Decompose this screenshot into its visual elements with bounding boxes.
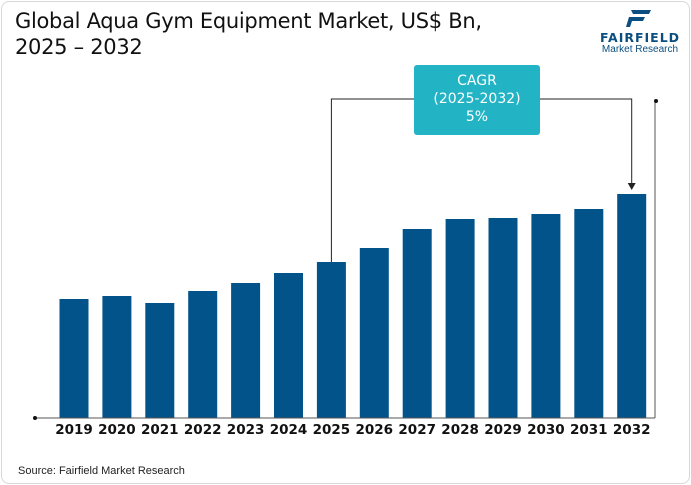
bar-2023 — [231, 283, 261, 418]
source-note: Source: Fairfield Market Research — [18, 465, 185, 477]
x-tick-2029: 2029 — [484, 422, 522, 438]
bar-2028 — [445, 219, 475, 418]
x-tick-2021: 2021 — [141, 422, 179, 438]
bar-2027 — [402, 229, 432, 418]
x-tick-2027: 2027 — [398, 422, 436, 438]
x-tick-2028: 2028 — [441, 422, 479, 438]
x-tick-2022: 2022 — [184, 422, 222, 438]
x-tick-2025: 2025 — [313, 422, 351, 438]
cagr-label: CAGR — [457, 73, 497, 89]
fairfield-logo: FAIRFIELD Market Research — [595, 8, 685, 55]
bar-2032 — [617, 194, 647, 418]
bar-2031 — [574, 209, 604, 418]
x-tick-2030: 2030 — [527, 422, 565, 438]
x-tick-2019: 2019 — [55, 422, 93, 438]
bar-2021 — [145, 303, 175, 418]
bar-2029 — [488, 218, 518, 418]
bar-2030 — [531, 214, 561, 418]
x-tick-2026: 2026 — [356, 422, 394, 438]
logo-brand: FAIRFIELD — [599, 30, 681, 45]
cagr-value: 5% — [465, 109, 489, 125]
cagr-period: (2025-2032) — [433, 91, 521, 107]
x-tick-2032: 2032 — [613, 422, 651, 438]
cagr-annotation: CAGR (2025-2032) 5% — [414, 65, 540, 135]
bar-2019 — [59, 299, 89, 418]
axis-dot-left — [33, 416, 37, 420]
cagr-connector-left — [330, 98, 414, 262]
bar-2022 — [188, 291, 218, 418]
bar-2026 — [359, 248, 389, 418]
title-line-1: Global Aqua Gym Equipment Market, US$ Bn… — [15, 9, 482, 33]
x-tick-2024: 2024 — [270, 422, 308, 438]
title-line-2: 2025 – 2032 — [15, 35, 143, 59]
cagr-connector-right — [540, 98, 633, 186]
axis-dot-top — [654, 99, 658, 103]
logo-sub: Market Research — [601, 44, 679, 55]
bar-2020 — [102, 296, 132, 418]
bar-2025 — [316, 262, 346, 418]
x-tick-2020: 2020 — [98, 422, 136, 438]
bar-2024 — [274, 273, 303, 418]
x-tick-2031: 2031 — [570, 422, 608, 438]
chart-title: Global Aqua Gym Equipment Market, US$ Bn… — [15, 8, 482, 60]
arrow-down-icon — [627, 183, 636, 190]
logo-mark-icon — [626, 10, 651, 27]
x-tick-2023: 2023 — [227, 422, 265, 438]
